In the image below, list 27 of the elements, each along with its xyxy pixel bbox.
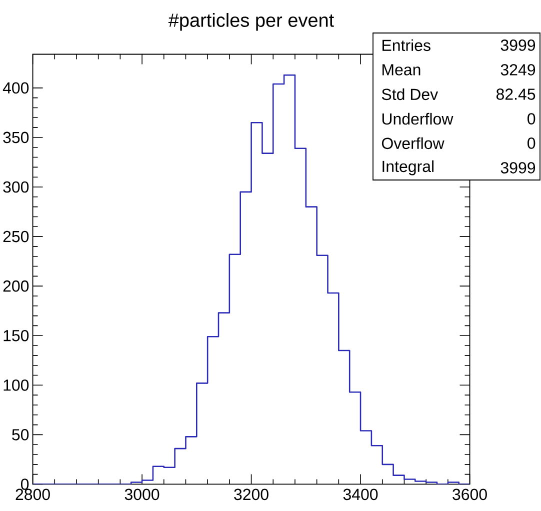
y-tick-label: 0: [20, 478, 29, 490]
text: 0: [528, 113, 536, 124]
y-tick-label: 300: [3, 181, 29, 193]
text: 0: [528, 138, 536, 149]
y-tick-label: 100: [4, 380, 29, 391]
annotation: Overflow: [382, 137, 444, 150]
text: 82.45: [496, 88, 536, 100]
annotation: Underflow: [382, 112, 454, 125]
y-tick-label: 50: [12, 429, 29, 440]
chart-title: #particles per event: [168, 12, 334, 31]
x-tick-label: 2800: [16, 488, 50, 500]
text: 3999: [500, 162, 536, 174]
y-tick-label: 350: [3, 132, 29, 144]
annotation: Mean: [382, 64, 420, 76]
text: 3249: [500, 64, 536, 76]
annotation: Std Dev: [382, 88, 438, 100]
x-tick-label: 3600: [452, 488, 487, 500]
text: Entries: [382, 39, 430, 52]
x-tick-label: 3000: [124, 488, 160, 500]
x-tick-label: 3400: [343, 488, 378, 500]
annotation: Integral: [382, 160, 434, 176]
y-tick-label: 400: [2, 82, 29, 94]
y-tick-label: 150: [4, 330, 29, 342]
text: 3999: [500, 40, 536, 51]
y-tick-label: 200: [3, 280, 29, 292]
x-tick-label: 3200: [234, 488, 268, 500]
y-tick-label: 250: [3, 230, 29, 242]
